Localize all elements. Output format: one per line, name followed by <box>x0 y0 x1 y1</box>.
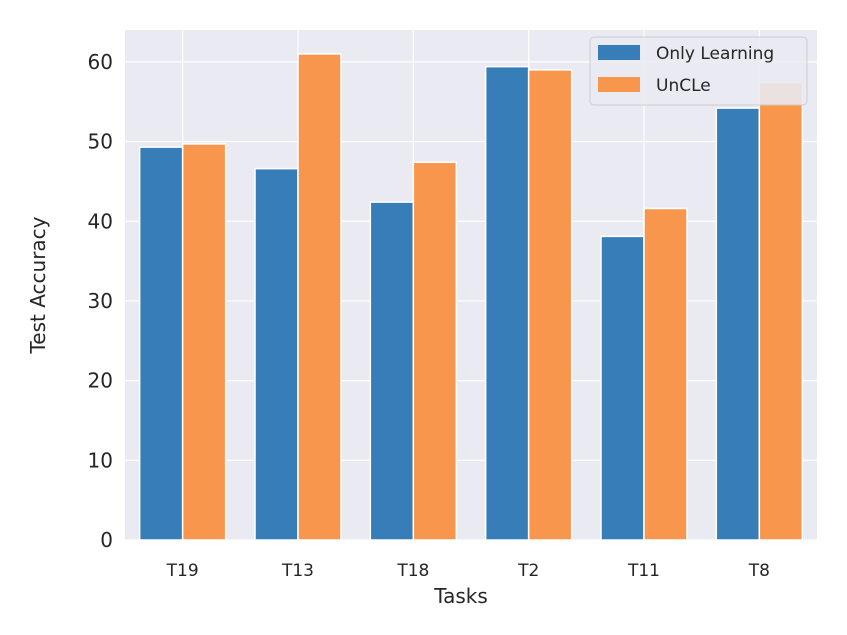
bar-uncle-t18 <box>412 161 458 541</box>
bar-only-learning-t11 <box>600 235 645 541</box>
x-tick-label: T13 <box>281 561 314 581</box>
bars <box>138 53 804 541</box>
plot-area <box>125 30 817 540</box>
legend: Only Learning UnCLe <box>589 36 808 106</box>
y-tick-labels: 0 10 20 30 40 50 60 <box>88 50 113 552</box>
bar-uncle-t2 <box>527 69 573 541</box>
y-tick-label: 50 <box>88 130 113 154</box>
bar-only-learning-t19 <box>138 146 184 541</box>
y-axis-label: Test Accuracy <box>26 216 50 354</box>
legend-box <box>589 36 808 106</box>
x-tick-label: T11 <box>627 561 660 581</box>
bar-only-learning-t2 <box>484 65 530 541</box>
x-tick-labels: T19 T13 T18 T2 T11 T8 <box>166 561 770 581</box>
bar-uncle-t11 <box>643 207 688 541</box>
x-tick-label: T8 <box>748 561 770 581</box>
x-tick-label: T18 <box>396 561 429 581</box>
legend-swatch-uncle <box>598 77 640 92</box>
y-tick-label: 60 <box>88 50 113 74</box>
bar-only-learning-t8 <box>715 107 761 541</box>
x-tick-label: T2 <box>517 561 539 581</box>
legend-label-uncle: UnCLe <box>656 76 711 96</box>
y-tick-label: 20 <box>88 369 113 393</box>
x-axis-label: Tasks <box>433 584 488 608</box>
bar-only-learning-t13 <box>254 167 299 541</box>
bar-uncle-t8 <box>758 81 804 541</box>
bar-uncle-t19 <box>181 143 227 541</box>
y-tick-label: 0 <box>100 528 113 552</box>
bar-uncle-t13 <box>297 53 342 541</box>
y-tick-label: 30 <box>88 289 113 313</box>
horizontal-gridlines <box>125 61 817 541</box>
legend-swatch-only-learning <box>598 45 640 60</box>
y-tick-label: 10 <box>88 448 113 472</box>
x-tick-label: T19 <box>166 561 199 581</box>
bar-only-learning-t18 <box>369 201 415 541</box>
legend-label-only-learning: Only Learning <box>656 44 774 64</box>
y-tick-label: 40 <box>88 209 113 233</box>
